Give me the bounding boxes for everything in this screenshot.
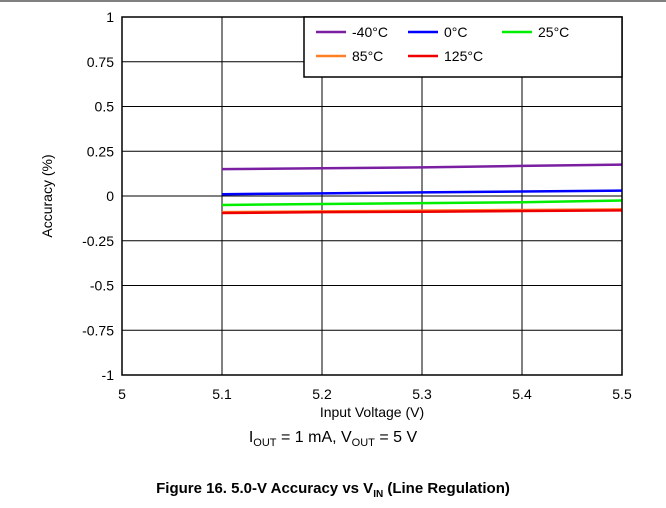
- legend-label: -40°C: [352, 24, 388, 40]
- vout-symbol: V: [341, 429, 352, 446]
- y-tick-label: 0.25: [87, 143, 114, 159]
- legend: -40°C 0°C 25°C 85°C 125°C: [303, 16, 623, 78]
- x-axis-tick-labels: 5 5.1 5.2 5.3 5.4 5.5: [118, 386, 632, 402]
- caption-tail: (Line Regulation): [383, 480, 510, 497]
- vout-subscript: OUT: [351, 437, 375, 450]
- y-tick-label: 0.75: [87, 54, 114, 70]
- y-tick-label: -0.25: [82, 233, 114, 249]
- series-line-1: [221, 189, 623, 196]
- x-tick-label: 5.4: [512, 386, 532, 402]
- iout-subscript: OUT: [253, 437, 277, 450]
- y-tick-label: -0.5: [90, 278, 114, 294]
- series-line-4: [221, 209, 623, 215]
- figure-caption: Figure 16. 5.0-V Accuracy vs VIN (Line R…: [0, 480, 666, 500]
- series-line-2: [221, 199, 623, 207]
- caption-subscript: IN: [373, 489, 384, 500]
- legend-label: 85°C: [352, 48, 383, 64]
- x-tick-label: 5.1: [212, 386, 232, 402]
- iout-symbol: I: [248, 429, 254, 446]
- caption-main: Figure 16. 5.0-V Accuracy vs V: [156, 480, 374, 497]
- x-tick-label: 5.2: [312, 386, 332, 402]
- y-tick-label: 0: [106, 188, 114, 204]
- y-axis-title: Accuracy (%): [39, 154, 55, 237]
- x-tick-label: 5: [118, 386, 126, 402]
- y-tick-label: -0.75: [82, 322, 114, 338]
- x-tick-label: 5.5: [612, 386, 632, 402]
- legend-box: [303, 16, 623, 78]
- y-tick-label: 0.5: [95, 99, 115, 115]
- series-layer: [221, 163, 623, 215]
- y-tick-label: -1: [102, 367, 115, 383]
- x-axis-title: Input Voltage (V): [320, 404, 424, 420]
- series-line-0: [221, 163, 623, 171]
- y-tick-label: 1: [106, 9, 114, 25]
- legend-label: 0°C: [444, 24, 468, 40]
- test-conditions: IOUT = 1 mA, VOUT = 5 V: [0, 429, 666, 449]
- y-axis-tick-labels: 1 0.75 0.5 0.25 0 -0.25 -0.5 -0.75 -1: [82, 9, 114, 383]
- legend-label: 125°C: [444, 48, 483, 64]
- iout-value: = 1 mA,: [276, 429, 341, 446]
- vout-value: = 5 V: [374, 429, 418, 446]
- x-tick-label: 5.3: [412, 386, 432, 402]
- legend-label: 25°C: [538, 24, 569, 40]
